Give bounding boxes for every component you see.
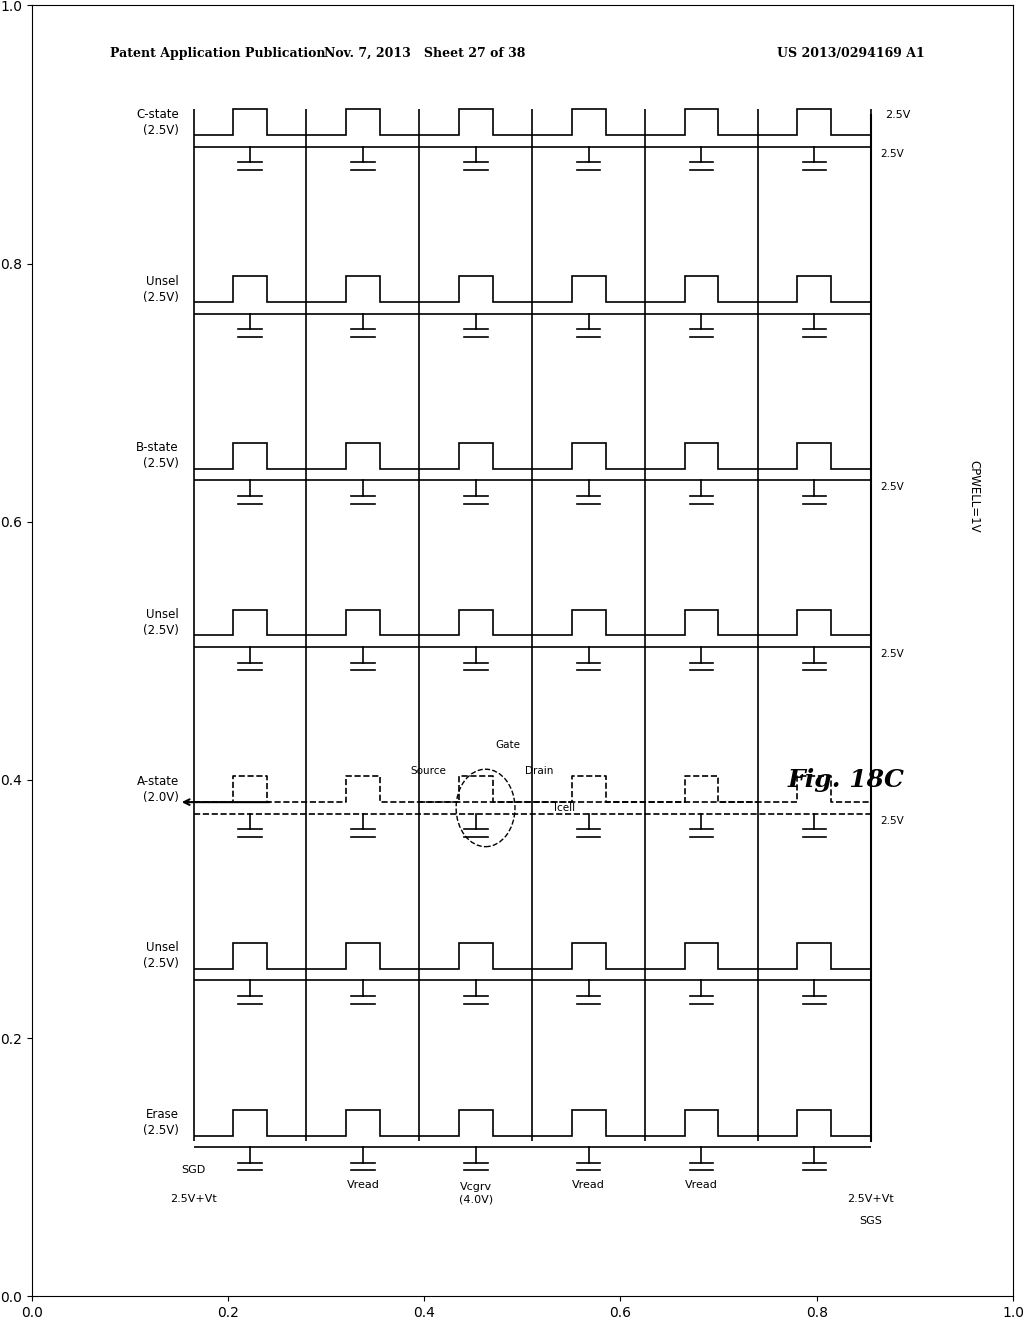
Text: 2.5V: 2.5V	[881, 649, 904, 659]
Text: 2.5V: 2.5V	[881, 482, 904, 492]
Text: Gate: Gate	[496, 739, 520, 750]
Text: 2.5V+Vt: 2.5V+Vt	[170, 1195, 217, 1204]
Text: Vread: Vread	[572, 1180, 605, 1191]
Text: 2.5V: 2.5V	[886, 110, 910, 120]
Text: Icell: Icell	[554, 803, 575, 813]
Text: B-state
(2.5V): B-state (2.5V)	[136, 441, 179, 470]
Text: Fig. 18C: Fig. 18C	[787, 768, 904, 792]
Text: 2.5V+Vt: 2.5V+Vt	[847, 1195, 894, 1204]
Text: Vcgrv
(4.0V): Vcgrv (4.0V)	[459, 1181, 493, 1204]
Text: A-state
(2.0V): A-state (2.0V)	[136, 775, 179, 804]
Text: Patent Application Publication: Patent Application Publication	[111, 46, 326, 59]
Text: US 2013/0294169 A1: US 2013/0294169 A1	[777, 46, 926, 59]
Text: CPWELL=1V: CPWELL=1V	[968, 459, 980, 532]
Text: 2.5V: 2.5V	[881, 149, 904, 158]
Text: Unsel
(2.5V): Unsel (2.5V)	[143, 941, 179, 970]
Text: SGD: SGD	[181, 1164, 206, 1175]
Text: SGS: SGS	[859, 1217, 882, 1226]
Text: Vread: Vread	[685, 1180, 718, 1191]
Text: Erase
(2.5V): Erase (2.5V)	[143, 1109, 179, 1137]
Text: 2.5V: 2.5V	[881, 816, 904, 826]
Text: Nov. 7, 2013   Sheet 27 of 38: Nov. 7, 2013 Sheet 27 of 38	[324, 46, 525, 59]
Text: C-state
(2.5V): C-state (2.5V)	[136, 108, 179, 137]
Text: Drain: Drain	[525, 766, 553, 776]
Text: Source: Source	[411, 766, 446, 776]
Text: Vread: Vread	[346, 1180, 379, 1191]
Text: Unsel
(2.5V): Unsel (2.5V)	[143, 609, 179, 638]
Text: Unsel
(2.5V): Unsel (2.5V)	[143, 275, 179, 304]
